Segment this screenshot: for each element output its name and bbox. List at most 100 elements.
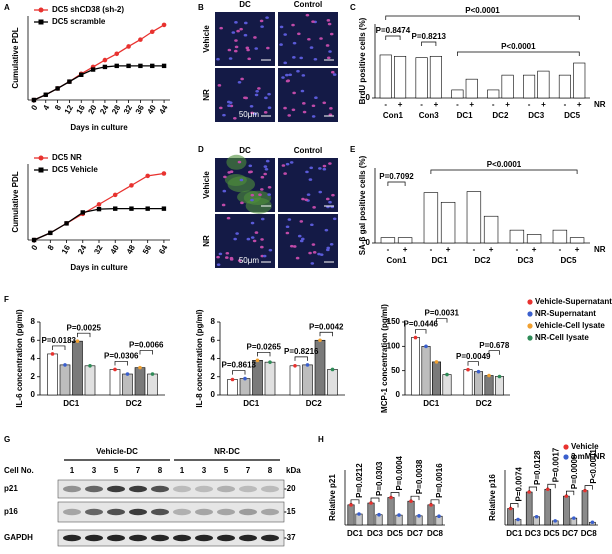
blot-band [63,534,81,542]
data-point [88,364,92,368]
column-label: Control [294,0,322,9]
p-value: P=0.0008 [570,454,579,489]
nucleus [297,32,301,36]
nucleus [289,161,294,164]
nucleus [263,172,267,176]
nucleus [237,80,242,84]
bracket [430,169,578,174]
nucleus [329,32,334,36]
nucleus [332,73,337,76]
x-tick-label: 40 [109,243,122,256]
lane-label: 3 [202,466,207,475]
nucleus [260,245,264,249]
bar [525,491,533,526]
bar [573,62,586,99]
cell-stain [243,190,272,206]
bar [415,57,428,99]
marker [129,206,134,211]
nucleus [225,251,230,255]
nucleus [250,198,254,202]
bar [440,201,456,244]
nucleus [319,253,324,256]
nucleus [253,112,257,116]
data-point [50,352,55,356]
data-point [527,490,531,494]
category-label: DC5 [387,529,404,538]
data-point [389,495,393,500]
category-label: DC1 [457,111,474,120]
data-point [553,519,558,523]
bar [484,375,494,396]
category-label: DC7 [562,529,579,538]
bar [523,74,536,99]
nucleus [288,73,293,77]
panel-label: F [4,295,9,304]
nucleus [233,117,237,120]
nucleus [302,102,306,105]
nucleus [216,263,221,266]
nucleus [260,175,265,179]
marker [145,206,150,211]
nucleus [233,237,237,241]
blot-band [85,534,103,542]
bar [563,495,570,526]
bar [442,374,452,396]
p-value: P<0.0001 [465,6,500,15]
blot-band [129,534,147,542]
bar [380,237,396,244]
marker [55,86,60,91]
x-tick-label: 48 [125,243,138,256]
legend-label: DC5 NR [52,153,82,162]
p-value: P=0.7092 [379,172,414,181]
marker [43,92,48,97]
bar-sign-label: + [469,100,474,109]
kda-marker: -37 [284,533,296,542]
nucleus [313,57,318,61]
bar-sign-label: + [575,245,580,254]
bracket [566,490,575,496]
nucleus [311,243,316,246]
nucleus [217,84,222,87]
lane-label: 5 [114,466,119,475]
data-point [445,372,449,377]
nucleus [253,36,257,39]
blot-band [239,485,257,493]
bar [537,70,550,99]
marker [67,79,72,84]
nucleus [299,56,303,60]
blot-band [173,534,191,542]
nucleus [283,33,287,36]
data-point [545,487,550,492]
legend-label: 3 mM NR [571,452,605,461]
data-point [434,360,439,364]
panel-label: H [318,435,324,444]
p-value: P=0.8613 [222,361,257,370]
marker [161,206,167,211]
row-label: NR [202,235,211,247]
bar [569,237,585,244]
category-label: DC8 [581,529,598,538]
row-label: Vehicle [202,171,211,199]
nucleus [305,13,310,17]
column-label: DC [239,0,251,9]
nucleus [229,258,234,261]
data-point [357,512,361,516]
nucleus [237,259,242,262]
category-label: Con1 [387,256,408,265]
bar-sign-label: + [577,100,582,109]
p-value: P=0.0042 [309,322,344,331]
marker [113,206,118,211]
nucleus [322,101,327,105]
data-point [437,514,441,518]
nucleus [239,27,243,31]
nucleus [326,19,331,22]
nucleus [299,220,304,223]
nucleus [312,206,316,209]
p-value: P=0.0017 [552,447,561,482]
nucleus [249,104,254,108]
blot-band [217,485,235,493]
nucleus [329,242,334,246]
bar [227,379,238,396]
y-tick-label: 4 [211,354,216,363]
x-tick-label: 8 [46,243,56,252]
